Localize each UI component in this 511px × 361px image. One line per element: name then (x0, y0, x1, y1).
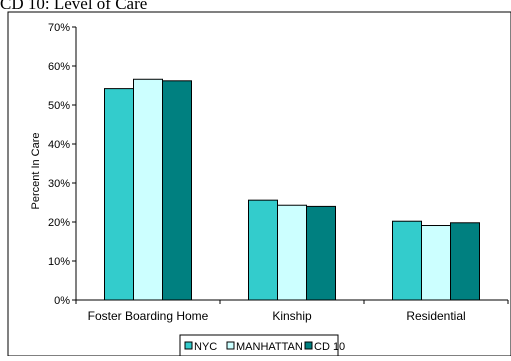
chart-title: CD 10: Level of Care (0, 0, 147, 13)
bar-manhattan (421, 225, 451, 301)
legend-label: NYC (194, 341, 217, 353)
bar-cd-10 (450, 222, 480, 301)
legend-swatch (226, 341, 235, 350)
chart-area-border (7, 11, 511, 357)
y-tick-label: 60% (48, 61, 70, 73)
y-axis-label: Percent In Care (30, 132, 42, 209)
bar-manhattan (277, 204, 307, 301)
y-tick-label: 70% (48, 22, 70, 34)
category-label: Residential (406, 309, 465, 323)
y-tick-label: 50% (48, 100, 70, 112)
legend: NYC MANHATTAN CD 10 (179, 334, 345, 357)
category-label: Foster Boarding Home (88, 309, 209, 323)
bar-cd-10 (306, 205, 336, 301)
legend-swatch (304, 341, 313, 350)
y-tick-label: 40% (48, 139, 70, 151)
y-tick-label: 10% (48, 256, 70, 268)
bar-cd-10 (162, 80, 192, 301)
bar-nyc (248, 199, 278, 301)
category-labels: Foster Boarding Home Kinship Residential (75, 300, 509, 323)
bar-nyc (392, 220, 422, 301)
bar-manhattan (133, 78, 163, 301)
y-tick-label: 0% (54, 295, 70, 307)
bars (104, 78, 480, 301)
y-tick-label: 20% (48, 217, 70, 229)
bar-nyc (104, 88, 134, 301)
y-tick-label: 30% (48, 178, 70, 190)
category-label: Kinship (272, 309, 312, 323)
legend-swatch (184, 341, 193, 350)
legend-label: CD 10 (314, 341, 345, 353)
legend-label: MANHATTAN (236, 341, 303, 353)
